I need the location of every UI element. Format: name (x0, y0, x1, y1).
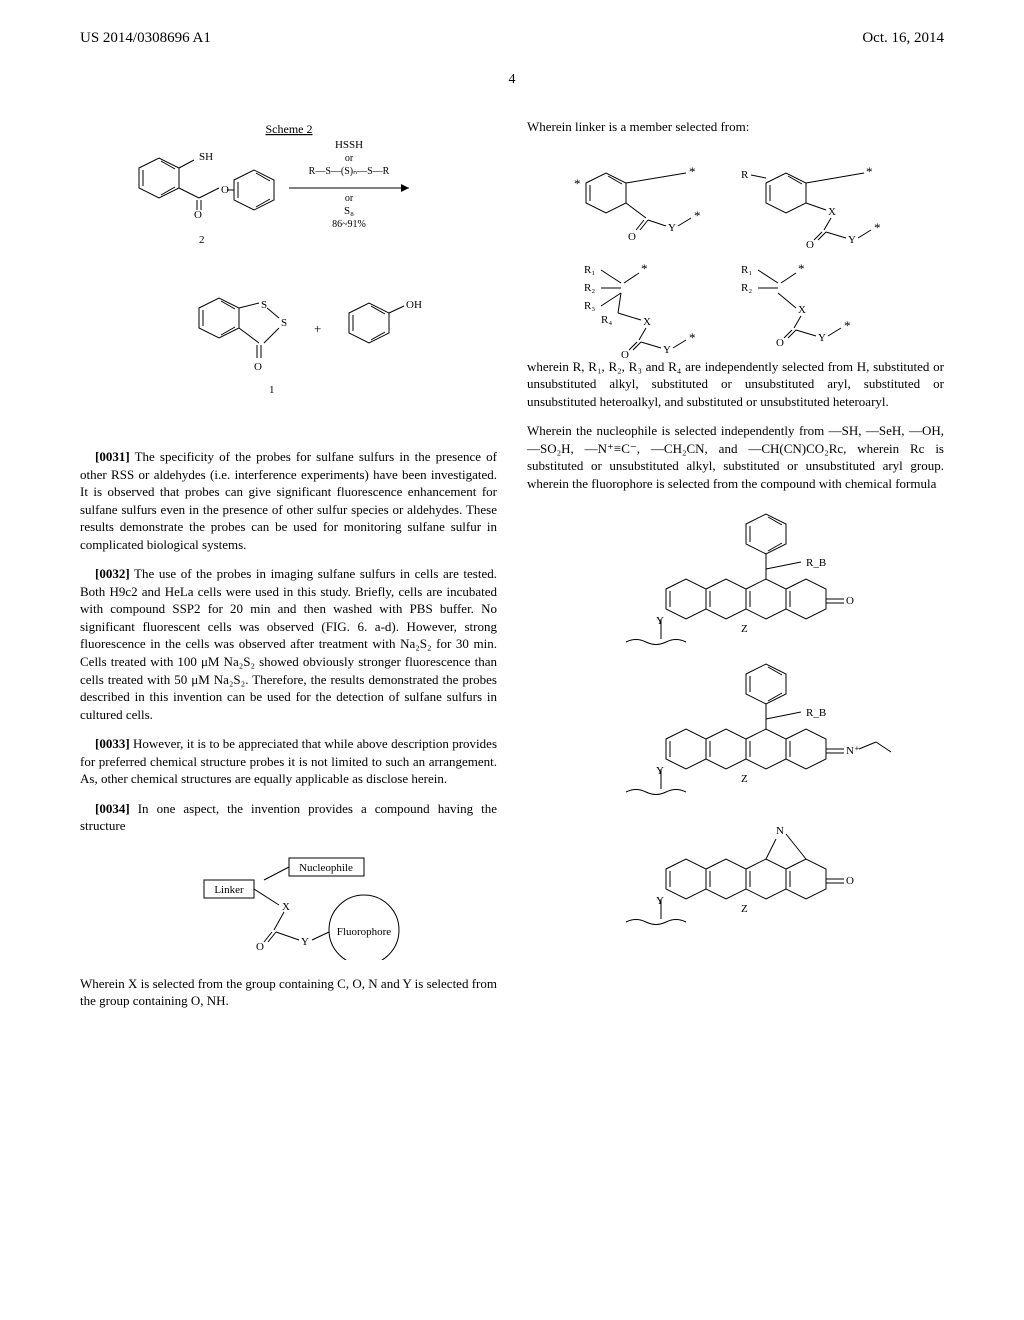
svg-text:R₂: R₂ (741, 282, 752, 294)
fluorophore-structures: R_B Y Z O (527, 504, 944, 904)
svg-text:S: S (261, 299, 267, 311)
svg-text:*: * (641, 261, 648, 276)
svg-text:R—S—(S)ₙ—S—R: R—S—(S)ₙ—S—R (308, 166, 389, 177)
nucleophile-text: Wherein the nucleophile is selected inde… (527, 422, 944, 492)
svg-text:Y: Y (656, 895, 664, 907)
patent-number: US 2014/0308696 A1 (80, 30, 211, 47)
svg-text:X: X (282, 901, 290, 913)
para-num-0032: [0032] (95, 566, 130, 581)
svg-text:Y: Y (663, 344, 671, 356)
svg-text:2: 2 (199, 234, 205, 246)
para-text-0033: However, it is to be appreciated that wh… (80, 736, 497, 786)
svg-text:O: O (628, 231, 636, 243)
compound-structure: Nucleophile Linker X O Y Fluorophore (80, 850, 497, 960)
svg-text:Y: Y (301, 936, 309, 948)
svg-text:Y: Y (656, 615, 664, 627)
svg-text:OH: OH (406, 299, 422, 311)
svg-text:Z: Z (741, 773, 748, 785)
scheme-label: Scheme 2 (265, 122, 312, 136)
patent-date: Oct. 16, 2014 (862, 30, 944, 47)
svg-text:*: * (798, 261, 805, 276)
paragraph-0032: [0032] The use of the probes in imaging … (80, 565, 497, 723)
paragraph-0034: [0034] In one aspect, the invention prov… (80, 800, 497, 835)
svg-text:R₄: R₄ (601, 314, 612, 326)
svg-text:R₁: R₁ (741, 264, 752, 276)
svg-text:Z: Z (741, 623, 748, 635)
svg-text:N⁺: N⁺ (846, 745, 860, 757)
svg-text:Fluorophore: Fluorophore (336, 926, 391, 938)
svg-text:O: O (776, 337, 784, 349)
para-num-0031: [0031] (95, 449, 130, 464)
svg-text:*: * (844, 318, 851, 333)
svg-text:N: N (776, 825, 784, 837)
svg-text:Y: Y (818, 332, 826, 344)
para-num-0033: [0033] (95, 736, 130, 751)
linker-structures: * * O Y * R * X (527, 148, 944, 348)
svg-text:O: O (846, 875, 854, 887)
svg-text:*: * (694, 208, 701, 223)
svg-text:1: 1 (269, 384, 275, 396)
r-groups-text: wherein R, R₁, R₂, R₃ and R₄ are indepen… (527, 358, 944, 411)
paragraph-0031: [0031] The specificity of the probes for… (80, 448, 497, 553)
svg-text:R₂: R₂ (584, 282, 595, 294)
right-column: Wherein linker is a member selected from… (527, 118, 944, 1022)
linker-intro: Wherein linker is a member selected from… (527, 118, 944, 136)
svg-text:X: X (828, 206, 836, 218)
svg-text:SH: SH (199, 151, 213, 163)
svg-text:Z: Z (741, 903, 748, 915)
svg-text:HSSH: HSSH (334, 139, 362, 151)
para-text-0032: The use of the probes in imaging sulfane… (80, 566, 497, 721)
svg-text:*: * (689, 164, 696, 179)
svg-text:*: * (689, 330, 696, 345)
svg-text:or: or (344, 153, 353, 164)
svg-text:*: * (574, 176, 581, 191)
svg-text:R₁: R₁ (584, 264, 595, 276)
svg-text:O: O (846, 595, 854, 607)
svg-text:or: or (344, 193, 353, 204)
scheme-2-diagram: Scheme 2 SH O O 2 (80, 118, 497, 408)
svg-text:X: X (643, 316, 651, 328)
page-number: 4 (0, 72, 1024, 88)
svg-text:O: O (254, 361, 262, 373)
svg-text:S: S (281, 317, 287, 329)
para-text-0031: The specificity of the probes for sulfan… (80, 449, 497, 552)
svg-text:Y: Y (656, 765, 664, 777)
svg-text:Y: Y (848, 234, 856, 246)
svg-text:+: + (314, 321, 321, 336)
svg-text:R: R (741, 169, 749, 181)
svg-text:Y: Y (668, 222, 676, 234)
svg-text:X: X (798, 304, 806, 316)
svg-text:R₃: R₃ (584, 300, 595, 312)
para-num-0034: [0034] (95, 801, 130, 816)
svg-text:*: * (866, 164, 873, 179)
svg-text:S₈: S₈ (344, 205, 354, 217)
svg-text:Nucleophile: Nucleophile (299, 862, 353, 874)
svg-text:R_B: R_B (806, 707, 826, 719)
svg-text:Linker: Linker (214, 884, 244, 896)
left-column: Scheme 2 SH O O 2 (80, 118, 497, 1022)
para-text-0034: In one aspect, the invention provides a … (80, 801, 497, 834)
svg-text:86~91%: 86~91% (332, 219, 366, 230)
svg-text:*: * (874, 220, 881, 235)
svg-text:R_B: R_B (806, 557, 826, 569)
svg-text:O: O (194, 209, 202, 221)
paragraph-0033: [0033] However, it is to be appreciated … (80, 735, 497, 788)
svg-text:O: O (806, 239, 814, 251)
x-y-definition: Wherein X is selected from the group con… (80, 975, 497, 1010)
svg-text:O: O (256, 941, 264, 953)
